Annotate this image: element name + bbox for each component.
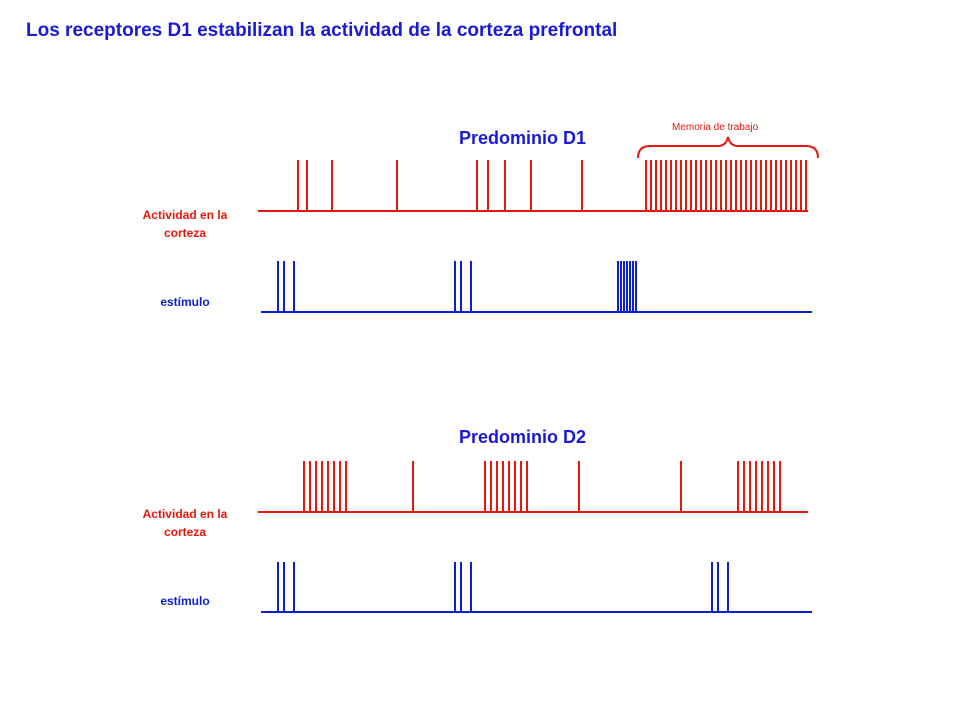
stimulus-spikes-d1 [277,261,637,312]
panel-d1 [258,136,819,313]
panel-title-d1: Predominio D1 [459,128,587,148]
activity-spikes-d1 [297,160,807,211]
working-memory-brace [637,136,819,159]
activity-spikes-d2 [303,461,781,512]
panel-d2 [258,461,812,613]
page-title: Los receptores D1 estabilizan la activid… [26,20,618,41]
stimulus-label-d1: estímulo [160,295,210,309]
working-memory-label: Memoria de trabajo [672,122,759,133]
activity-label-d1: Actividad en la corteza [142,208,228,240]
panel-title-d2: Predominio D2 [459,427,587,447]
activity-label-d2: Actividad en la corteza [142,507,228,539]
stimulus-spikes-d2 [277,562,729,612]
stimulus-label-d2: estímulo [160,594,210,608]
